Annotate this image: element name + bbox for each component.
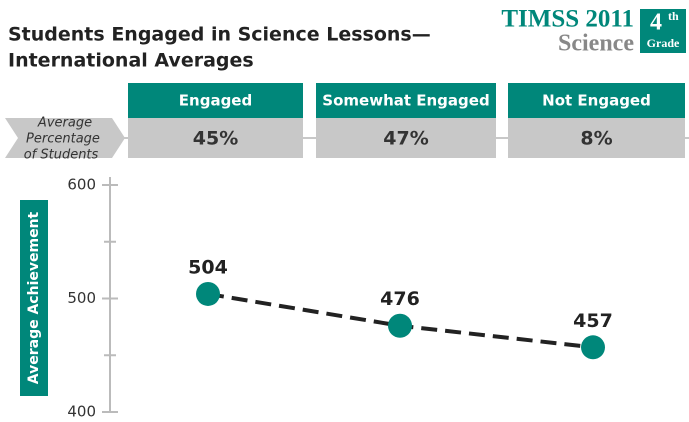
row-label: of Students	[24, 148, 99, 163]
percentage-label: 47%	[383, 128, 428, 150]
point	[581, 335, 605, 360]
percentage-label: 8%	[580, 128, 612, 150]
grade-badge	[640, 9, 686, 53]
category-label: Not Engaged	[542, 92, 651, 110]
category-header	[508, 83, 685, 118]
chart-title: Students Engaged in Science Lessons—	[8, 24, 431, 46]
category-label: Engaged	[179, 92, 252, 110]
brand-name: TIMSS 2011	[501, 6, 634, 33]
category-label: Somewhat Engaged	[322, 92, 489, 110]
percentage-cell	[128, 118, 303, 158]
point	[388, 313, 412, 338]
row-label-arrow	[5, 118, 125, 158]
category-header	[128, 83, 303, 118]
percentage-cell	[508, 118, 685, 158]
data-label: 504	[188, 256, 228, 278]
data-label: 457	[573, 310, 613, 332]
y-tick-label: 500	[67, 289, 96, 307]
row-label: Percentage	[26, 132, 100, 147]
row-label: Average	[37, 116, 92, 131]
y-axis-label: Average Achievement	[26, 211, 42, 384]
brand-subject: Science	[558, 31, 634, 57]
y-tick-label: 400	[67, 403, 96, 421]
data-label: 476	[380, 288, 420, 310]
point	[196, 281, 220, 306]
percentage-cell	[316, 118, 496, 158]
grade-number: 4	[650, 10, 662, 36]
category-header	[316, 83, 496, 118]
grade-word: Grade	[647, 36, 680, 50]
y-label-box	[20, 200, 48, 396]
grade-suffix: th	[668, 9, 679, 23]
y-tick-label: 600	[67, 176, 96, 194]
percentage-label: 45%	[193, 128, 238, 150]
chart-title: International Averages	[8, 50, 254, 72]
